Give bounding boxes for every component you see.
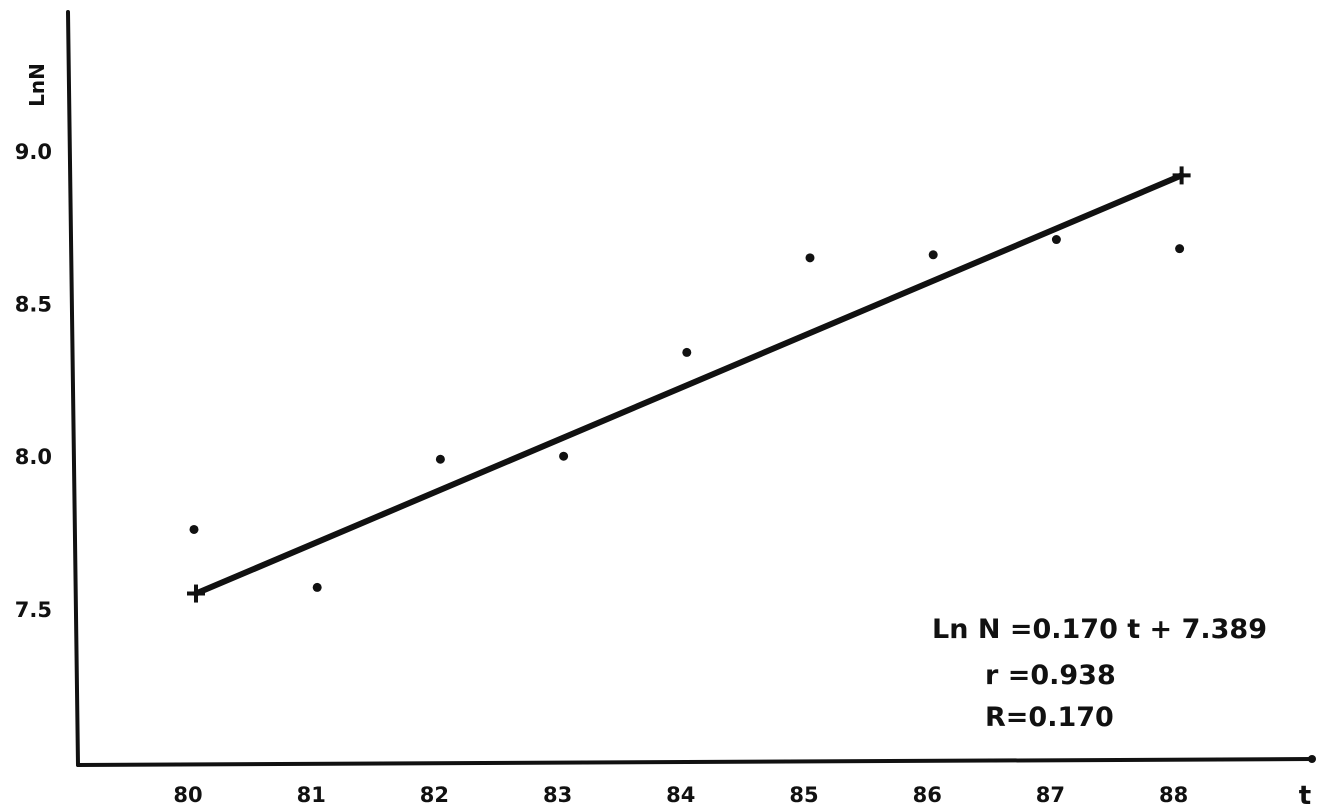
x-ticks: 80 81 82 83 84 85 86 87 88 [173, 783, 1188, 807]
y-tick-label: 7.5 [15, 598, 52, 622]
x-tick-label: 84 [666, 783, 695, 807]
fit-layer [187, 166, 1191, 603]
data-point [189, 524, 199, 534]
x-tick-label: 87 [1036, 783, 1065, 807]
data-point [928, 250, 938, 260]
data-point [559, 451, 569, 461]
big-r-annotation: R=0.170 [985, 702, 1114, 733]
x-tick-label: 85 [789, 783, 818, 807]
x-tick-label: 81 [297, 783, 326, 807]
x-tick-label: 88 [1159, 783, 1188, 807]
x-axis-end-dot [1308, 755, 1316, 763]
y-ticks: 7.5 8.0 8.5 9.0 [15, 140, 52, 622]
data-point [312, 582, 322, 592]
data-point [1175, 244, 1185, 254]
data-point [1051, 235, 1061, 245]
y-tick-label: 8.0 [15, 445, 52, 469]
data-point [805, 253, 815, 263]
x-tick-label: 80 [173, 783, 202, 807]
equation-annotation: Ln N =0.170 t + 7.389 [932, 614, 1267, 645]
x-tick-label: 82 [420, 783, 449, 807]
data-point [682, 347, 692, 357]
x-tick-label: 83 [543, 783, 572, 807]
y-tick-label: 8.5 [15, 293, 52, 317]
regression-line [193, 172, 1185, 597]
y-tick-label: 9.0 [15, 140, 52, 164]
points-layer [189, 235, 1185, 592]
x-axis-title: t [1299, 781, 1311, 810]
y-axis-title: LnN [25, 63, 49, 107]
axes [66, 10, 1316, 767]
x-tick-label: 86 [913, 783, 942, 807]
data-point [435, 454, 445, 464]
y-axis-line [66, 10, 80, 767]
x-axis-line [76, 757, 1314, 767]
r-annotation: r =0.938 [985, 660, 1116, 691]
